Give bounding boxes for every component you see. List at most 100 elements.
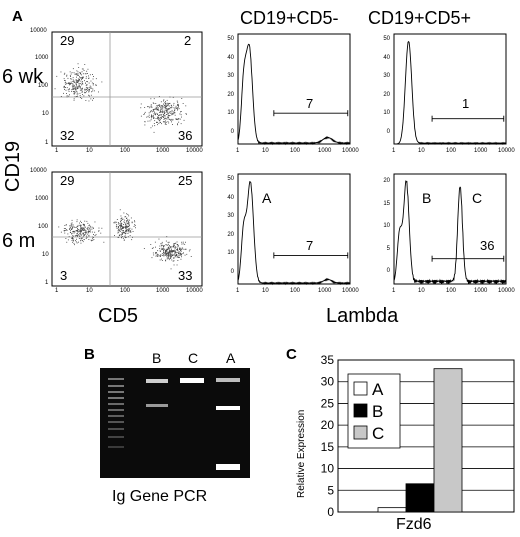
event-dot [128,228,130,230]
event-dot [171,249,172,251]
event-dot [172,250,173,252]
event-dot [157,121,158,123]
tick-x-1000-b: 1000 [156,288,170,294]
event-dot [162,255,164,256]
event-dot [175,119,177,120]
event-dot [87,87,89,89]
event-dot [155,252,157,253]
histogram-frame [237,173,351,285]
event-dot [180,258,182,260]
event-dot [180,111,182,112]
event-dot [66,74,68,76]
tick-x-10-b: 10 [86,288,93,294]
event-dot [79,229,81,231]
tick-y-10-a: 10 [42,111,49,117]
event-dot [119,234,121,236]
event-dot [170,268,172,270]
event-dot [76,90,77,92]
event-dot [86,89,88,91]
event-dot [86,81,88,82]
event-dot [80,86,81,88]
event-dot [79,83,81,84]
event-dot [164,123,166,125]
event-dot [181,253,182,255]
event-dot [70,81,72,83]
legend-swatch-b [353,403,368,418]
event-dot [73,92,75,94]
dot-cloud-6m [58,209,192,270]
event-dot [180,254,181,256]
row-label-6m: 6 m [2,230,36,252]
event-dot [178,105,179,106]
event-dot [131,221,133,223]
event-dot [172,260,174,262]
event-dot [74,87,76,89]
event-dot [155,103,157,104]
event-dot [169,250,170,251]
histogram-6wk-cd5pos [393,33,507,146]
event-dot [160,117,162,118]
event-dot [185,248,187,250]
event-dot [158,118,160,119]
event-dot [140,115,142,117]
event-dot [73,99,75,101]
event-dot [167,108,169,110]
event-dot [153,109,154,110]
event-dot [86,233,88,235]
event-dot [82,94,83,95]
dot-plot-6wk [51,31,203,147]
event-dot [93,237,94,238]
event-dot [151,117,152,119]
histogram-curve [393,180,507,285]
event-dot [164,254,166,256]
event-dot [165,121,167,123]
event-dot [88,77,90,79]
event-dot [159,259,161,261]
event-dot [172,250,174,252]
event-dot [74,231,76,233]
event-dot [84,89,86,91]
event-dot [98,230,100,232]
event-dot [163,250,165,252]
event-dot [83,223,85,225]
event-dot [89,231,91,233]
event-dot [164,105,166,106]
event-dot [186,113,187,115]
event-dot [156,255,158,257]
event-dot [171,121,172,123]
event-dot [88,90,90,92]
event-dot [135,227,136,229]
event-dot [171,252,173,254]
event-dot [92,78,94,80]
event-dot [180,249,182,251]
event-dot [77,230,79,232]
event-dot [143,248,145,249]
event-dot [82,229,84,230]
event-dot [125,229,127,231]
event-dot [158,254,159,256]
event-dot [131,228,133,230]
event-dot [116,225,118,227]
event-dot [165,240,167,242]
event-dot [124,232,126,234]
event-dot [190,256,192,257]
event-dot [93,234,94,235]
event-dot [160,105,162,107]
event-dot [80,226,81,228]
event-dot [177,246,179,248]
event-dot [80,231,82,233]
event-dot [173,107,175,109]
event-dot [168,255,170,257]
event-dot [160,119,161,121]
event-dot [167,248,169,250]
event-dot [119,225,121,227]
event-dot [122,236,124,237]
event-dot [68,90,70,92]
event-dot [173,245,174,247]
event-dot [63,73,65,75]
event-dot [167,104,169,105]
event-dot [60,71,62,73]
event-dot [158,115,159,116]
event-dot [166,258,168,260]
event-dot [78,80,80,82]
